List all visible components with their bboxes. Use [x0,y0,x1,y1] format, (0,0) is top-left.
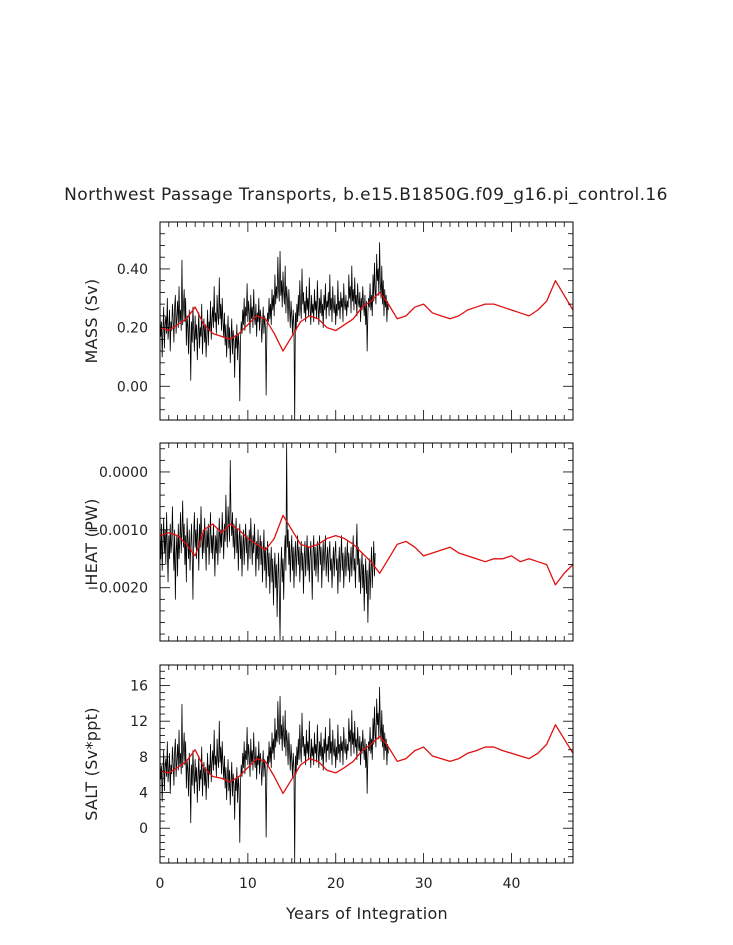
mass-raw-line [160,242,389,420]
salt-y-tick-label: 8 [139,750,148,766]
mass-panel: 0.00 0.20 0.40 MASS (Sv) [82,221,574,421]
mass-y-tick-label: 0.40 [117,262,148,278]
salt-y-tick-label: 4 [139,786,148,802]
salt-y-tick-label: 12 [130,714,148,730]
mass-plot-frame [159,221,574,421]
heat-y-axis-label: HEAT (PW) [82,498,101,585]
x-tick-label: 10 [239,876,257,892]
heat-y-tick-label: −0.0010 [87,523,148,539]
heat-y-tick-label: 0.0000 [99,465,148,481]
mass-smoothed-line [160,280,573,352]
mass-y-tick-label: 0.00 [117,379,148,395]
salt-smoothed-line [160,724,573,795]
mass-series [160,242,573,420]
mass-y-tick-label: 0.20 [117,321,148,337]
salt-raw-line [160,686,389,863]
heat-series [160,443,573,641]
x-tick-label: 40 [503,876,521,892]
heat-smoothed-line [160,514,573,586]
x-axis-label: Years of Integration [285,904,448,923]
salt-series [160,686,573,863]
panels: 0.00 0.20 0.40 MASS (Sv) −0.0020 −0.0010 0.000… [82,221,574,892]
heat-plot-frame [159,442,574,642]
x-tick-label: 30 [415,876,433,892]
heat-raw-line [160,443,376,641]
heat-y-tick-label: −0.0020 [87,581,148,597]
x-tick-label: 0 [156,876,165,892]
salt-panel: 0 4 8 12 16 SALT (Sv*ppt) 0 10 20 30 40 [82,664,574,892]
salt-y-tick-label: 0 [139,821,148,837]
mass-y-axis-label: MASS (Sv) [82,279,101,364]
heat-panel: −0.0020 −0.0010 0.0000 HEAT (PW) [82,442,574,642]
salt-y-tick-label: 16 [130,679,148,695]
chart-title: Northwest Passage Transports, b.e15.B185… [64,185,668,205]
salt-y-axis-label: SALT (Sv*ppt) [82,707,101,821]
x-tick-label: 20 [327,876,345,892]
